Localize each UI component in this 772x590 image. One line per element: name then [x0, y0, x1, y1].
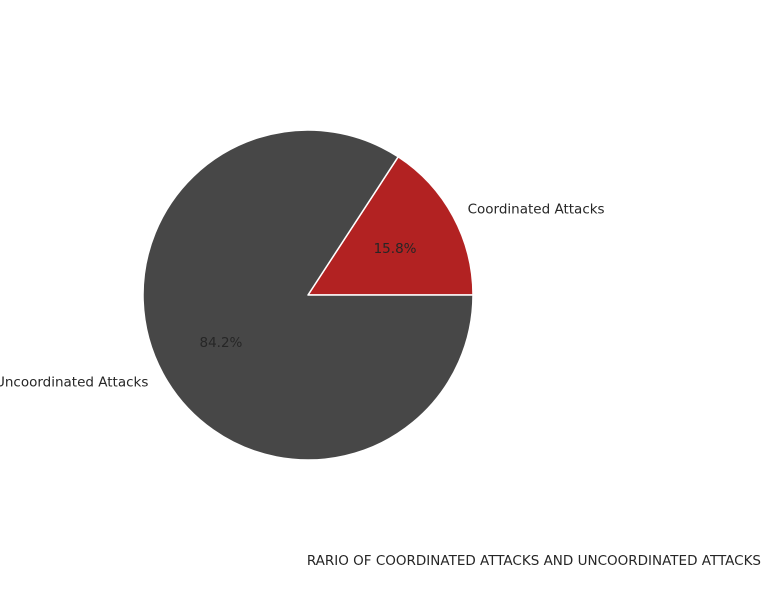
pie-slice-category-label: Uncoordinated Attacks — [0, 374, 148, 390]
pie-slice-percent-label: 84.2% — [200, 335, 243, 351]
pie-slices — [142, 129, 474, 461]
pie-slice-percent-label: 15.8% — [374, 241, 417, 257]
chart-caption: RARIO OF COORDINATED ATTACKS AND UNCOORD… — [307, 553, 761, 569]
pie-slice-uncoordinated-attacks — [142, 129, 474, 461]
pie-labels: 15.8% Coordinated Attacks 84.2% Uncoordinat… — [0, 202, 605, 391]
pie-slice-category-label: Coordinated Attacks — [468, 202, 605, 218]
pie-slice-coordinated-attacks — [307, 156, 474, 296]
